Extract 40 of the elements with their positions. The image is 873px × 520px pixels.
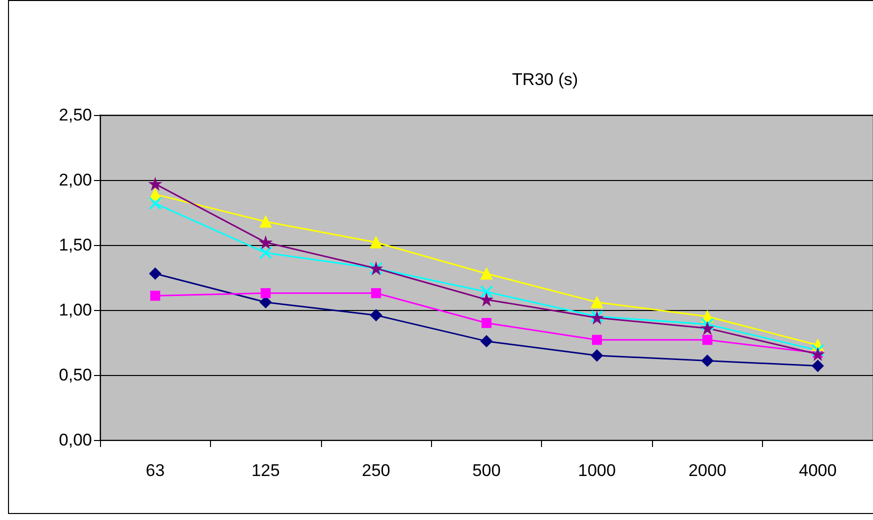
point [371, 288, 382, 298]
chart-title: TR30 (s) [512, 70, 578, 89]
point [480, 285, 493, 298]
y-tick-label: 0,50 [58, 366, 92, 384]
point [260, 236, 272, 248]
point [590, 296, 603, 308]
point [150, 290, 160, 301]
y-tick-label: 1,00 [58, 300, 92, 320]
point [260, 288, 271, 298]
point [701, 322, 714, 334]
point [702, 334, 712, 345]
point [480, 294, 492, 306]
x-tick-label: 63 [146, 461, 165, 480]
point [149, 268, 162, 280]
point [812, 360, 824, 372]
y-tick-label: 2,50 [58, 106, 92, 124]
point [701, 354, 714, 367]
point [148, 196, 162, 210]
y-tick-label: 2,00 [58, 170, 92, 190]
point [259, 246, 272, 260]
point [482, 318, 492, 328]
point [370, 236, 382, 248]
x-tick-label: 250 [362, 461, 390, 480]
point [700, 318, 714, 331]
x-tick-label: 1000 [578, 461, 616, 480]
point [480, 335, 492, 348]
point [811, 344, 824, 357]
point [370, 309, 382, 322]
x-tick-label: 500 [472, 461, 501, 480]
point [812, 348, 824, 360]
point [149, 178, 162, 190]
y-tick-label: 1,50 [58, 236, 92, 254]
x-tick-label: 4000 [798, 461, 837, 480]
point [480, 268, 492, 280]
y-tick-label: 0,00 [58, 430, 92, 450]
point [592, 334, 602, 345]
point [260, 216, 272, 228]
point [590, 350, 603, 362]
x-tick-label: 125 [251, 461, 280, 480]
x-tick-label: 2000 [688, 461, 726, 480]
